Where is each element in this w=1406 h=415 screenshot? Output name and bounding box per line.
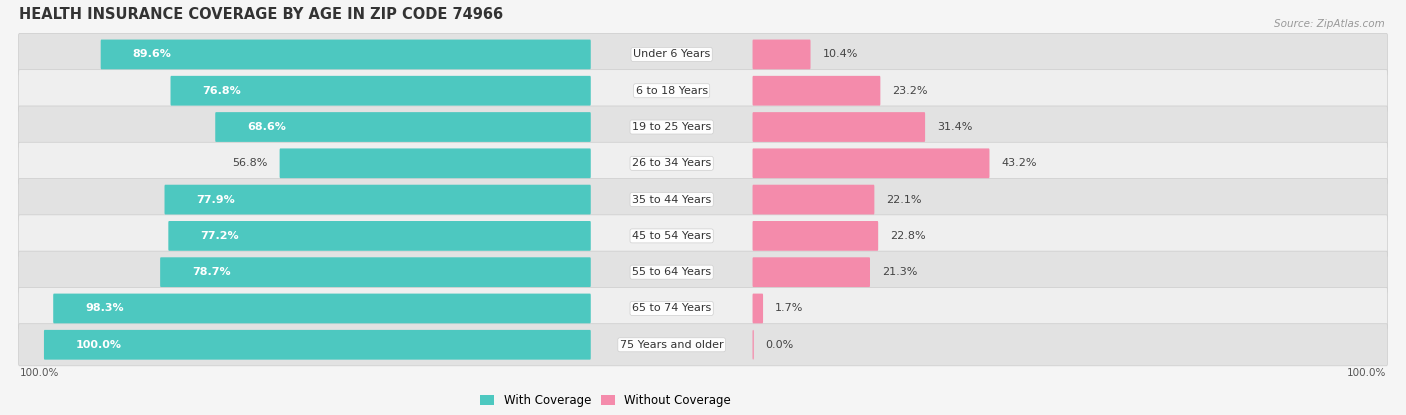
Text: 35 to 44 Years: 35 to 44 Years: [633, 195, 711, 205]
FancyBboxPatch shape: [752, 257, 870, 287]
FancyBboxPatch shape: [18, 251, 1388, 293]
Text: 75 Years and older: 75 Years and older: [620, 340, 724, 350]
Text: 76.8%: 76.8%: [202, 86, 242, 96]
Text: 26 to 34 Years: 26 to 34 Years: [633, 158, 711, 168]
Text: HEALTH INSURANCE COVERAGE BY AGE IN ZIP CODE 74966: HEALTH INSURANCE COVERAGE BY AGE IN ZIP …: [20, 7, 503, 22]
FancyBboxPatch shape: [18, 33, 1388, 76]
Text: 68.6%: 68.6%: [247, 122, 285, 132]
FancyBboxPatch shape: [18, 178, 1388, 221]
FancyBboxPatch shape: [101, 39, 591, 69]
Text: 21.3%: 21.3%: [882, 267, 917, 277]
FancyBboxPatch shape: [752, 293, 763, 323]
Text: 65 to 74 Years: 65 to 74 Years: [633, 303, 711, 313]
FancyBboxPatch shape: [170, 76, 591, 105]
Text: 22.1%: 22.1%: [886, 195, 922, 205]
FancyBboxPatch shape: [18, 215, 1388, 257]
Text: 56.8%: 56.8%: [232, 158, 267, 168]
Text: 100.0%: 100.0%: [76, 340, 122, 350]
Text: 45 to 54 Years: 45 to 54 Years: [633, 231, 711, 241]
Text: 43.2%: 43.2%: [1001, 158, 1036, 168]
Text: 77.2%: 77.2%: [200, 231, 239, 241]
FancyBboxPatch shape: [169, 221, 591, 251]
FancyBboxPatch shape: [752, 185, 875, 215]
FancyBboxPatch shape: [160, 257, 591, 287]
FancyBboxPatch shape: [53, 293, 591, 323]
Text: 1.7%: 1.7%: [775, 303, 803, 313]
Legend: With Coverage, Without Coverage: With Coverage, Without Coverage: [475, 390, 735, 412]
FancyBboxPatch shape: [18, 324, 1388, 366]
FancyBboxPatch shape: [752, 76, 880, 105]
Text: 100.0%: 100.0%: [20, 368, 59, 378]
Text: 89.6%: 89.6%: [132, 49, 172, 59]
Text: 6 to 18 Years: 6 to 18 Years: [636, 86, 707, 96]
FancyBboxPatch shape: [44, 330, 591, 360]
Text: 100.0%: 100.0%: [1347, 368, 1386, 378]
Text: 78.7%: 78.7%: [193, 267, 231, 277]
FancyBboxPatch shape: [752, 112, 925, 142]
Text: 23.2%: 23.2%: [893, 86, 928, 96]
FancyBboxPatch shape: [215, 112, 591, 142]
Text: Under 6 Years: Under 6 Years: [633, 49, 710, 59]
FancyBboxPatch shape: [18, 70, 1388, 112]
FancyBboxPatch shape: [752, 39, 810, 69]
FancyBboxPatch shape: [752, 221, 879, 251]
FancyBboxPatch shape: [18, 142, 1388, 184]
Text: 31.4%: 31.4%: [936, 122, 973, 132]
Text: 0.0%: 0.0%: [766, 340, 794, 350]
FancyBboxPatch shape: [165, 185, 591, 215]
FancyBboxPatch shape: [18, 106, 1388, 148]
FancyBboxPatch shape: [18, 288, 1388, 330]
FancyBboxPatch shape: [752, 149, 990, 178]
Text: 77.9%: 77.9%: [197, 195, 235, 205]
Text: 22.8%: 22.8%: [890, 231, 925, 241]
Text: 19 to 25 Years: 19 to 25 Years: [633, 122, 711, 132]
Text: Source: ZipAtlas.com: Source: ZipAtlas.com: [1274, 19, 1385, 29]
Text: 55 to 64 Years: 55 to 64 Years: [633, 267, 711, 277]
Text: 98.3%: 98.3%: [86, 303, 124, 313]
Text: 10.4%: 10.4%: [823, 49, 858, 59]
FancyBboxPatch shape: [280, 149, 591, 178]
